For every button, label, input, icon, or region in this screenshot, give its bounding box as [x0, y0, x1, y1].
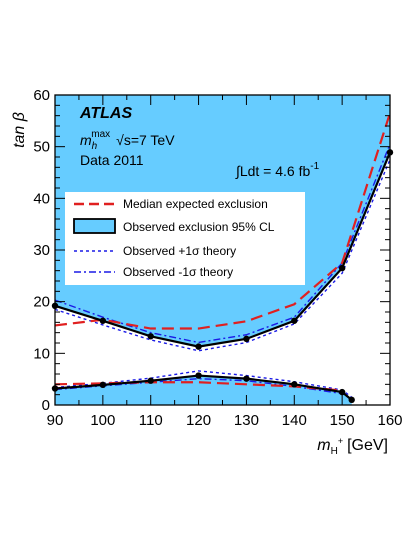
legend-label-observed: Observed exclusion 95% CL	[123, 220, 275, 234]
x-tick-label: 100	[90, 412, 115, 429]
x-tick-label: 130	[234, 412, 259, 429]
y-tick-label: 30	[33, 242, 50, 259]
observed-point	[99, 381, 107, 389]
observed-point	[338, 388, 346, 396]
observed-point	[338, 264, 346, 272]
observed-point	[348, 396, 355, 404]
observed-point	[147, 377, 154, 384]
observed-line-lower	[55, 374, 353, 401]
y-tick-label: 20	[33, 294, 50, 311]
observed-point	[243, 335, 250, 343]
x-axis-title: mH+ [GeV]	[317, 436, 388, 457]
x-tick-label: 110	[139, 412, 163, 429]
legend: Median expected exclusion Observed exclu…	[65, 192, 305, 285]
x-tick-label: 140	[282, 412, 307, 429]
x-tick-label: 90	[47, 412, 64, 429]
dataset-label: Data 2011	[80, 152, 144, 168]
y-tick-label: 0	[42, 397, 50, 414]
y-tick-label: 50	[33, 139, 50, 156]
observed-line-upper	[55, 151, 390, 348]
legend-swatch-observed	[73, 218, 116, 234]
y-axis-title: tan β	[11, 112, 28, 148]
observed-point	[291, 317, 298, 324]
observed-point	[195, 343, 202, 350]
legend-label-plus-sigma: Observed +1σ theory	[123, 244, 236, 258]
y-tick-label: 60	[33, 87, 50, 104]
observed-fill-lower	[55, 375, 352, 405]
legend-label-minus-sigma: Observed -1σ theory	[123, 265, 233, 279]
atlas-label: ATLAS	[79, 105, 132, 122]
x-tick-label: 160	[377, 412, 402, 429]
plus-sigma-line-upper	[55, 159, 390, 352]
x-tick-label: 120	[186, 412, 211, 429]
observed-point	[243, 375, 250, 382]
legend-box	[65, 192, 305, 285]
observed-point	[99, 317, 107, 324]
observed-point	[147, 333, 154, 340]
expected-line-upper	[55, 112, 390, 330]
scenario-label: mhmax √s=7 TeV	[80, 129, 175, 152]
legend-label-expected: Median expected exclusion	[123, 197, 268, 211]
observed-point	[195, 372, 202, 379]
luminosity-label: ∫Ldt = 4.6 fb-1	[235, 161, 320, 179]
energy-label: √s=7 TeV	[116, 132, 175, 148]
observed-point	[291, 381, 298, 388]
y-tick-label: 40	[33, 190, 50, 207]
y-tick-label: 10	[33, 345, 50, 362]
x-tick-label: 150	[330, 412, 355, 429]
